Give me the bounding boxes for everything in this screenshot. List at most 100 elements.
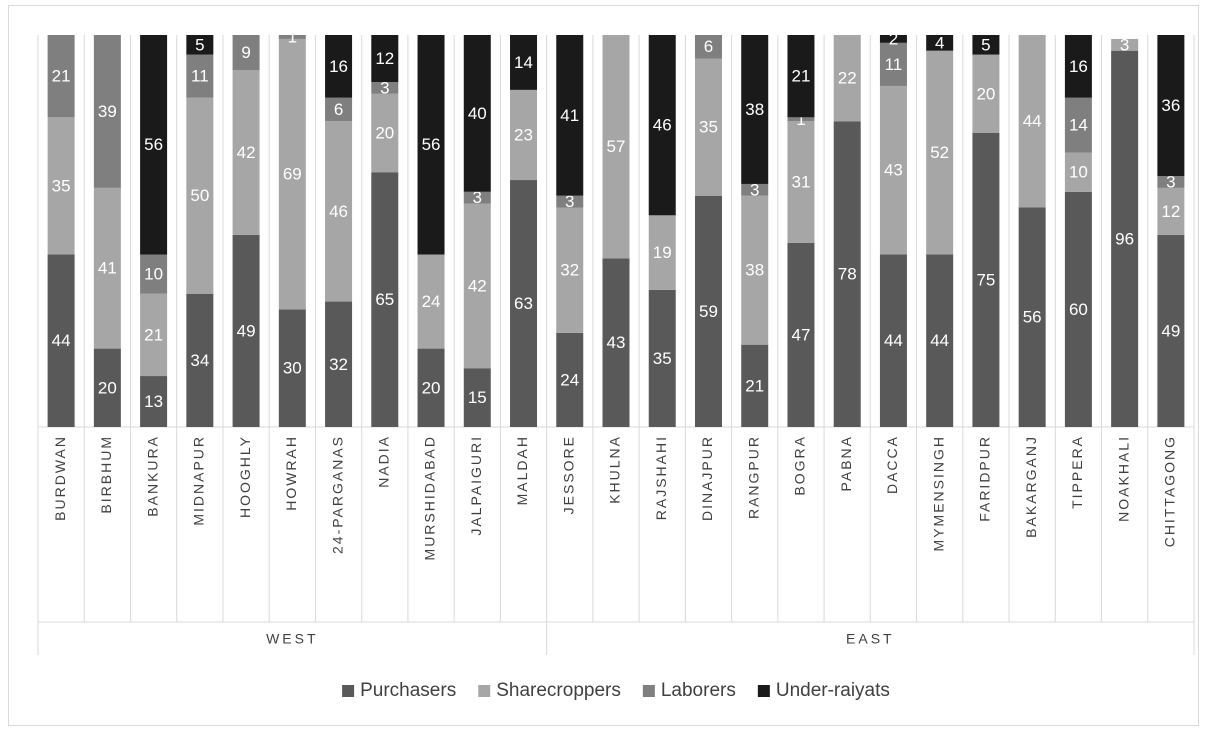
bar-segment xyxy=(1018,35,1046,208)
x-tick-label: DINAJPUR xyxy=(699,435,715,521)
x-tick-label: DACCA xyxy=(884,435,900,494)
data-label: 11 xyxy=(191,67,209,86)
bar-segment xyxy=(463,203,491,369)
bar-segment xyxy=(371,172,399,427)
bar-segment xyxy=(879,42,907,86)
data-label: 42 xyxy=(468,276,487,295)
data-label: 2 xyxy=(889,29,898,48)
data-label: 22 xyxy=(838,69,857,88)
bar-segment xyxy=(325,301,353,427)
data-label: 43 xyxy=(884,161,903,180)
bar-segment xyxy=(325,97,353,122)
bar-segment xyxy=(787,35,815,118)
chart-frame xyxy=(8,5,1199,726)
bar-segment xyxy=(47,117,75,255)
x-tick-label: JESSORE xyxy=(560,435,576,514)
data-label: 20 xyxy=(976,84,995,103)
bar-segment xyxy=(417,254,445,349)
bar-segment xyxy=(1018,207,1046,427)
data-label: 36 xyxy=(1161,96,1180,115)
bar-segment xyxy=(93,187,121,349)
bar-segment xyxy=(140,376,168,427)
bar-segment xyxy=(694,35,722,59)
data-label: 5 xyxy=(195,35,204,54)
bar-segment xyxy=(787,121,815,243)
legend-swatch xyxy=(757,685,770,697)
data-label: 16 xyxy=(1069,57,1088,76)
bar-segment xyxy=(93,348,121,427)
bar-segment xyxy=(1157,35,1185,177)
x-tick-label: JALPAIGURI xyxy=(468,435,484,536)
x-tick-label: RANGPUR xyxy=(745,435,761,519)
group-label: WEST xyxy=(266,631,318,647)
data-label: 38 xyxy=(745,100,764,119)
data-label: 14 xyxy=(1069,116,1088,135)
bar-segment xyxy=(1111,50,1139,428)
bar-segment xyxy=(741,35,769,184)
bar-segment xyxy=(278,35,306,39)
data-label: 32 xyxy=(560,261,579,280)
bar-segment xyxy=(371,93,399,173)
bar-segment xyxy=(278,309,306,427)
bar-segment xyxy=(186,54,214,98)
bar-segment xyxy=(787,117,815,122)
data-label: 41 xyxy=(98,259,117,278)
bar-segment xyxy=(47,254,75,427)
legend-swatch xyxy=(478,685,491,697)
data-label: 3 xyxy=(1166,172,1175,191)
data-label: 35 xyxy=(699,118,718,137)
data-label: 56 xyxy=(1023,308,1042,327)
x-tick-label: NADIA xyxy=(376,435,392,488)
data-label: 3 xyxy=(473,188,482,207)
data-label: 21 xyxy=(791,67,810,86)
bar-segment xyxy=(186,35,214,55)
data-label: 21 xyxy=(144,325,163,344)
data-label: 41 xyxy=(560,106,579,125)
data-label: 12 xyxy=(1161,202,1180,221)
data-label: 49 xyxy=(237,321,256,340)
legend-label: Under-raiyats xyxy=(776,680,890,701)
x-tick-label: HOOGHLY xyxy=(237,435,253,518)
data-label: 42 xyxy=(237,143,256,162)
data-label: 12 xyxy=(375,49,394,68)
data-label: 5 xyxy=(981,35,990,54)
bar-segment xyxy=(926,35,954,51)
data-label: 52 xyxy=(930,143,949,162)
x-tick-label: FARIDPUR xyxy=(977,435,993,522)
bar-segment xyxy=(232,234,260,427)
data-label: 10 xyxy=(1069,163,1088,182)
x-tick-label: MURSHIDABAD xyxy=(422,435,438,560)
data-label: 96 xyxy=(1115,229,1134,248)
x-tick-label: BAKARGANJ xyxy=(1023,435,1039,538)
data-label: 10 xyxy=(144,265,163,284)
bar-segment xyxy=(694,195,722,427)
x-tick-label: RAJSHAHI xyxy=(653,435,669,520)
bar-segment xyxy=(417,348,445,427)
bar-segment xyxy=(186,293,214,427)
bar-segment xyxy=(510,180,538,427)
x-tick-label: 24-PARGANAS xyxy=(329,435,345,554)
data-label: 14 xyxy=(514,53,533,72)
bar-segment xyxy=(47,35,75,118)
data-label: 24 xyxy=(422,292,441,311)
data-label: 69 xyxy=(283,165,302,184)
bar-segment xyxy=(232,35,260,71)
data-label: 44 xyxy=(884,331,903,350)
bar-segment xyxy=(556,35,584,196)
data-label: 56 xyxy=(422,135,441,154)
data-label: 44 xyxy=(930,331,949,350)
x-tick-label: MALDAH xyxy=(514,435,530,505)
data-label: 3 xyxy=(380,78,389,97)
data-label: 23 xyxy=(514,125,533,144)
data-label: 46 xyxy=(653,116,672,135)
x-tick-label: KHULNA xyxy=(607,435,623,504)
data-label: 40 xyxy=(468,104,487,123)
bar-segment xyxy=(371,35,399,83)
data-label: 34 xyxy=(190,351,209,370)
bar-segment xyxy=(741,344,769,427)
data-label: 20 xyxy=(375,123,394,142)
data-label: 57 xyxy=(607,137,626,156)
bar-segment xyxy=(879,254,907,427)
bar-segment xyxy=(694,58,722,196)
bar-segment xyxy=(648,35,676,216)
